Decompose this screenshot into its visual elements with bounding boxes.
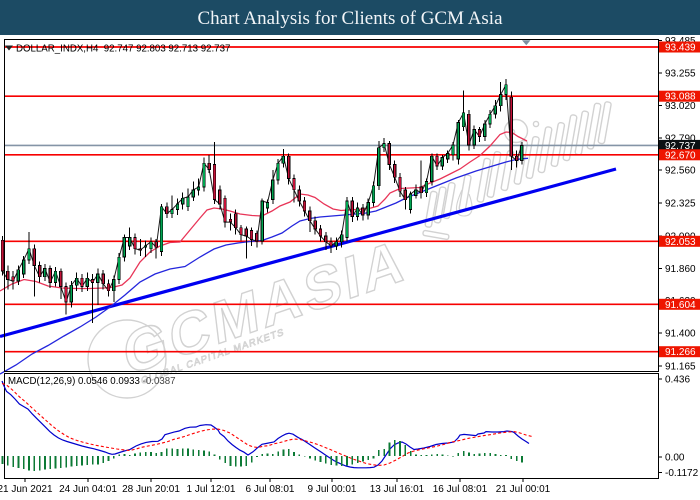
svg-text:92.790: 92.790 [665,134,696,145]
svg-text:13 Jul 16:01: 13 Jul 16:01 [370,484,425,495]
svg-text:91.604: 91.604 [665,300,696,311]
svg-text:92.670: 92.670 [665,150,696,161]
svg-text:0.436: 0.436 [665,375,690,386]
svg-text:Chart Analysis for Clients of: Chart Analysis for Clients of GCM Asia [197,8,503,29]
svg-text:6 Jul 08:01: 6 Jul 08:01 [246,484,295,495]
svg-text:16 Jul 08:01: 16 Jul 08:01 [433,484,488,495]
svg-text:91.266: 91.266 [665,347,696,358]
svg-text:21 Jun 2021: 21 Jun 2021 [0,484,53,495]
svg-text:24 Jun 04:01: 24 Jun 04:01 [59,484,117,495]
svg-text:21 Jul 00:01: 21 Jul 00:01 [496,484,551,495]
svg-text:92.737: 92.737 [665,141,696,152]
svg-text:92.325: 92.325 [665,199,696,210]
svg-text:92.560: 92.560 [665,166,696,177]
svg-text:93.255: 93.255 [665,68,696,79]
svg-text:0.00: 0.00 [665,453,685,464]
svg-text:93.020: 93.020 [665,101,696,112]
svg-text:DOLLAR_INDX,H4 92.747 92.803: DOLLAR_INDX,H4 92.747 92.803 92.713 92.7… [16,44,230,55]
svg-text:91.860: 91.860 [665,264,696,275]
svg-text:92.053: 92.053 [665,237,696,248]
svg-text:MACD(12,26,9) 0.0546 0.0933 -0: MACD(12,26,9) 0.0546 0.0933 -0.0387 [8,376,176,387]
svg-text:28 Jun 20:01: 28 Jun 20:01 [122,484,180,495]
svg-text:91.400: 91.400 [665,328,696,339]
svg-text:-0.1172: -0.1172 [665,468,699,479]
svg-text:91.165: 91.165 [665,361,696,372]
svg-text:9 Jul 00:01: 9 Jul 00:01 [308,484,357,495]
svg-text:93.088: 93.088 [665,92,696,103]
svg-text:93.439: 93.439 [665,43,696,54]
svg-text:1 Jul 12:01: 1 Jul 12:01 [187,484,236,495]
